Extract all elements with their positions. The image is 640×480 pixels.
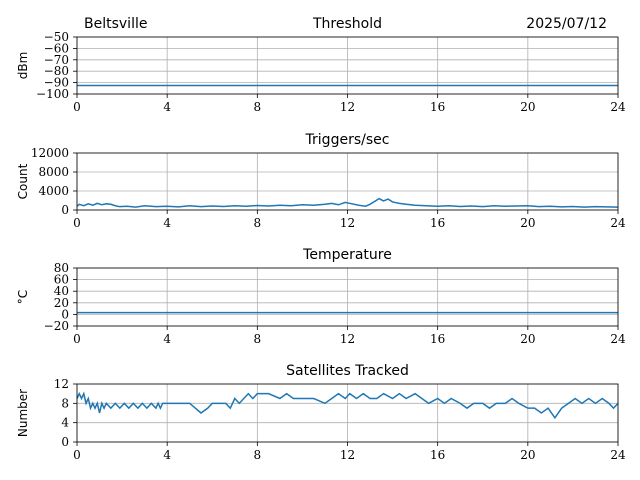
x-tick-label: 0 [73,332,81,346]
y-tick-label: −80 [44,64,69,78]
y-tick-label: 80 [54,261,69,275]
x-tick-label: 16 [430,448,445,462]
x-tick-label: 20 [520,448,535,462]
y-axis-label: Number [16,389,30,437]
x-tick-label: 8 [254,448,262,462]
x-tick-label: 24 [610,100,626,114]
x-tick-label: 0 [73,216,81,230]
y-tick-label: 0 [61,435,69,449]
panel-satellites: 0 4 8 12 16 20 24 0 4 8 12 Satellites Tracked Number [16,363,626,462]
x-tick-label: 20 [520,332,535,346]
x-tick-label: 12 [340,332,355,346]
x-tick-label: 4 [163,332,171,346]
series-line-satellites [76,391,619,420]
x-tick-label: 20 [520,216,535,230]
y-tick-label: 4 [61,416,69,430]
x-tick-label: 4 [163,216,171,230]
x-tick-label: 0 [73,448,81,462]
y-tick-label: −20 [44,319,69,333]
panel-title: Satellites Tracked [286,363,409,379]
chart-panels: 0 4 8 12 16 20 24 −100−90−80−70−60−50 Threshold d… [16,16,626,462]
y-axis-label: Count [16,163,30,199]
x-tick-label: 0 [73,100,81,114]
x-tick-label: 16 [430,216,445,230]
panel-threshold: 0 4 8 12 16 20 24 −100−90−80−70−60−50 Threshold d… [16,16,626,114]
x-tick-label: 12 [340,216,355,230]
y-tick-label: −100 [36,87,69,101]
station-label: Beltsville [84,16,147,32]
y-tick-label: 0 [61,203,69,217]
x-tick-label: 12 [340,448,355,462]
x-tick-label: 24 [610,448,626,462]
y-axis-label: dBm [16,52,30,80]
x-tick-label: 8 [254,216,262,230]
y-tick-label: 60 [54,273,69,287]
panel-title: Threshold [312,16,382,32]
panel-title: Temperature [302,247,392,263]
y-tick-label: −90 [44,76,69,90]
x-tick-label: 16 [430,332,445,346]
y-tick-label: 12000 [31,146,69,160]
y-tick-label: 12 [54,377,69,391]
y-tick-label: 40 [54,284,69,298]
x-tick-label: 4 [163,448,171,462]
y-tick-label: 8000 [38,165,69,179]
y-tick-label: 8 [61,396,69,410]
y-tick-label: 0 [61,307,69,321]
x-tick-label: 20 [520,100,535,114]
y-tick-label: 20 [54,296,69,310]
panel-triggers: 0 4 8 12 16 20 24 0 4000 8000 12000 Triggers/sec Cou… [16,132,626,230]
x-tick-label: 4 [163,100,171,114]
y-tick-label: −50 [44,30,69,44]
y-tick-label: −60 [44,41,69,55]
y-tick-label: −70 [44,53,69,67]
series-line-triggers [76,197,619,208]
panel-title: Triggers/sec [305,132,390,148]
x-tick-label: 12 [340,100,355,114]
x-tick-label: 8 [254,332,262,346]
x-tick-label: 24 [610,216,626,230]
date-label: 2025/07/12 [526,16,607,32]
y-axis-label: °C [16,290,30,304]
x-tick-label: 16 [430,100,445,114]
x-tick-label: 8 [254,100,262,114]
y-tick-label: 4000 [38,184,69,198]
x-tick-label: 24 [610,332,626,346]
